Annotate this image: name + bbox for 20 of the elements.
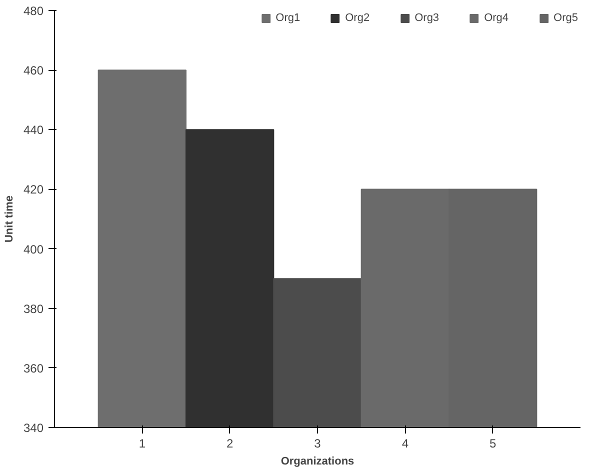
legend-label: Org3 <box>414 12 440 24</box>
y-tick-label: 480 <box>23 4 44 18</box>
x-tick-label: 2 <box>226 436 234 450</box>
y-tick-label: 440 <box>23 123 44 138</box>
x-axis-title: Organizations <box>280 456 354 468</box>
y-tick-label: 420 <box>23 182 44 197</box>
y-tick-label: 340 <box>23 421 44 435</box>
y-tick-label: 460 <box>23 64 44 78</box>
legend-label: Org5 <box>554 12 578 24</box>
y-axis-title: Unit time <box>3 195 16 243</box>
y-tick-label: 360 <box>23 361 44 376</box>
x-tick-label: 1 <box>138 436 146 450</box>
legend-label: Org2 <box>345 12 370 24</box>
y-tick-label: 400 <box>23 242 44 256</box>
legend-label: Org1 <box>276 12 300 24</box>
x-tick-label: 5 <box>489 436 496 450</box>
x-tick-label: 4 <box>402 436 409 450</box>
x-tick-label: 3 <box>314 436 322 450</box>
legend-label: Org4 <box>484 12 509 24</box>
y-tick-label: 380 <box>23 302 44 316</box>
